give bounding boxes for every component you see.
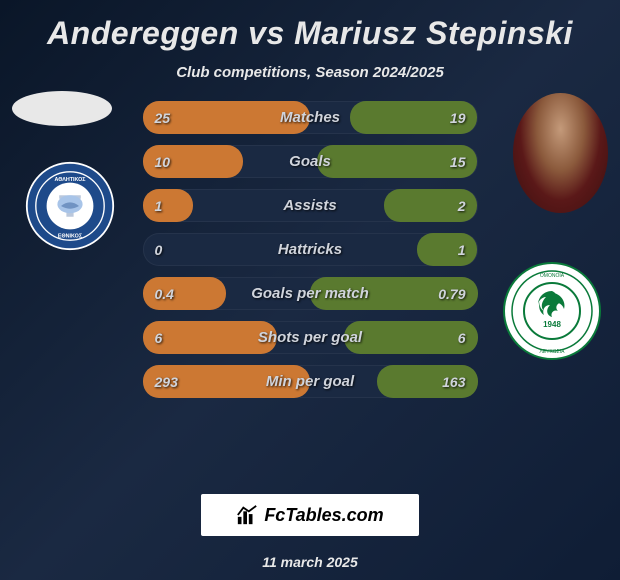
- stat-label: Goals: [289, 153, 331, 170]
- stat-row: Hattricks 0 1: [143, 233, 478, 266]
- logo-text: FcTables.com: [264, 505, 383, 526]
- stat-row: Matches 25 19: [143, 101, 478, 134]
- stat-label: Min per goal: [266, 373, 354, 390]
- stat-label: Shots per goal: [258, 329, 362, 346]
- stat-label: Matches: [280, 109, 340, 126]
- stat-value-left: 6: [155, 330, 163, 346]
- stat-value-left: 0.4: [155, 286, 174, 302]
- stat-value-left: 25: [155, 110, 171, 126]
- stat-row: Shots per goal 6 6: [143, 321, 478, 354]
- svg-text:ΟΜΟΝΟΙΑ: ΟΜΟΝΟΙΑ: [540, 273, 565, 279]
- stat-value-right: 0.79: [438, 286, 465, 302]
- ethnikos-badge-icon: ΑΘΛΗΤΙΚΟΣ ΕΘΝΙΚΟΣ: [25, 161, 115, 251]
- svg-text:ΑΘΛΗΤΙΚΟΣ: ΑΘΛΗΤΙΚΟΣ: [54, 177, 86, 183]
- stat-row: Min per goal 293 163: [143, 365, 478, 398]
- date: 11 march 2025: [262, 554, 357, 570]
- stat-value-right: 2: [458, 198, 466, 214]
- stat-bar-left: [143, 321, 277, 354]
- stat-label: Goals per match: [251, 285, 369, 302]
- stat-bar-right: [417, 233, 477, 266]
- stat-value-right: 15: [450, 154, 466, 170]
- subtitle: Club competitions, Season 2024/2025: [176, 64, 444, 81]
- stat-bar-left: [143, 189, 193, 222]
- stat-value-left: 10: [155, 154, 171, 170]
- page-title: Andereggen vs Mariusz Stepinski: [47, 15, 573, 52]
- stat-label: Hattricks: [278, 241, 342, 258]
- chart-icon: [236, 504, 258, 526]
- stat-row: Assists 1 2: [143, 189, 478, 222]
- club-badge-left: ΑΘΛΗΤΙΚΟΣ ΕΘΝΙΚΟΣ: [25, 161, 115, 251]
- svg-text:1948: 1948: [543, 320, 561, 329]
- svg-text:ΕΘΝΙΚΟΣ: ΕΘΝΙΚΟΣ: [58, 234, 83, 240]
- source-logo: FcTables.com: [201, 494, 418, 536]
- stat-value-right: 19: [450, 110, 466, 126]
- stat-row: Goals 10 15: [143, 145, 478, 178]
- stat-label: Assists: [283, 197, 336, 214]
- stat-value-right: 1: [458, 242, 466, 258]
- omonia-badge-icon: 1948 ΟΜΟΝΟΙΑ ΛΕΥΚΩΣΙΑ: [502, 261, 602, 361]
- svg-text:ΛΕΥΚΩΣΙΑ: ΛΕΥΚΩΣΙΑ: [540, 349, 566, 355]
- main-area: ΑΘΛΗΤΙΚΟΣ ΕΘΝΙΚΟΣ 1948 ΟΜΟΝΟΙΑ ΛΕΥΚΩΣΙΑ …: [0, 101, 620, 484]
- stat-value-right: 6: [458, 330, 466, 346]
- stat-value-left: 0: [155, 242, 163, 258]
- stats-list: Matches 25 19 Goals 10 15 Assists 1 2 Hattricks 0 1…: [143, 101, 478, 484]
- footer: FcTables.com 11 march 2025: [201, 494, 418, 570]
- stat-value-left: 1: [155, 198, 163, 214]
- comparison-card: Andereggen vs Mariusz Stepinski Club com…: [0, 0, 620, 580]
- club-badge-right: 1948 ΟΜΟΝΟΙΑ ΛΕΥΚΩΣΙΑ: [502, 261, 602, 361]
- stat-value-left: 293: [155, 374, 178, 390]
- player-right-avatar: [513, 93, 608, 213]
- player-left-avatar: [12, 91, 112, 126]
- stat-row: Goals per match 0.4 0.79: [143, 277, 478, 310]
- stat-value-right: 163: [442, 374, 465, 390]
